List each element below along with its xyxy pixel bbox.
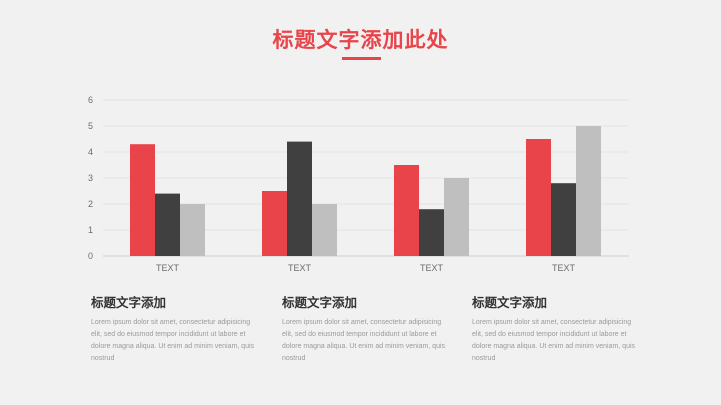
bar <box>287 141 312 256</box>
text-block-title: 标题文字添加 <box>472 295 548 310</box>
y-tick-label: 6 <box>88 95 93 105</box>
text-block-2: 标题文字添加 Lorem ipsum dolor sit amet, conse… <box>282 292 452 365</box>
slide-title: 标题文字添加此处 <box>272 28 449 52</box>
bar <box>130 144 155 256</box>
bar <box>155 193 180 256</box>
bar <box>444 178 469 256</box>
bar <box>576 126 601 256</box>
text-block-title: 标题文字添加 <box>282 295 358 310</box>
bar-chart: 0 1 2 3 4 5 6 TEXT TEXT TEXT TEXT <box>88 95 629 273</box>
y-tick-label: 1 <box>88 225 93 235</box>
x-tick-label: TEXT <box>552 263 576 273</box>
text-block-body: Lorem ipsum dolor sit amet, consectetur … <box>472 319 636 362</box>
bar <box>262 191 287 256</box>
x-tick-label: TEXT <box>288 263 312 273</box>
x-tick-label: TEXT <box>156 263 180 273</box>
y-tick-label: 2 <box>88 199 93 209</box>
y-tick-label: 4 <box>88 147 93 157</box>
text-block-body: Lorem ipsum dolor sit amet, consectetur … <box>282 319 446 362</box>
text-block-1: 标题文字添加 Lorem ipsum dolor sit amet, conse… <box>91 292 261 365</box>
y-tick-label: 5 <box>88 121 93 131</box>
y-tick-label: 3 <box>88 173 93 183</box>
bar <box>180 204 205 256</box>
text-block-body: Lorem ipsum dolor sit amet, consectetur … <box>91 319 255 362</box>
title-underline <box>342 57 381 60</box>
bar <box>551 183 576 256</box>
y-tick-label: 0 <box>88 251 93 261</box>
bar <box>394 165 419 256</box>
text-block-3: 标题文字添加 Lorem ipsum dolor sit amet, conse… <box>472 292 642 365</box>
bar <box>312 204 337 256</box>
bar <box>419 209 444 256</box>
x-tick-label: TEXT <box>420 263 444 273</box>
text-block-title: 标题文字添加 <box>91 295 167 310</box>
bar <box>526 139 551 256</box>
